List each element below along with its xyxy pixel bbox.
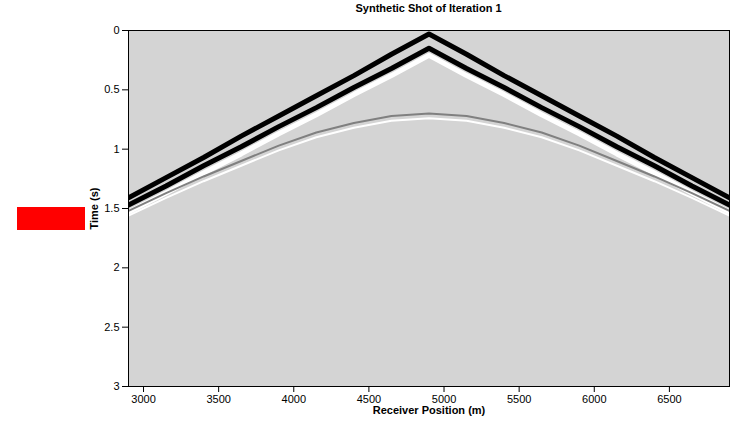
svg-text:3: 3 [113,380,119,392]
svg-text:3000: 3000 [131,393,155,405]
svg-text:1: 1 [113,143,119,155]
html-text:Synthetic Shot of Iteration 1: Synthetic Shot of Iteration 1 [355,2,502,14]
svg-text:2.5: 2.5 [104,321,119,333]
svg-text:4000: 4000 [282,393,306,405]
svg-text:0: 0 [113,24,119,36]
svg-text:1.5: 1.5 [104,202,119,214]
svg-text:0.5: 0.5 [104,83,119,95]
svg-text:6500: 6500 [657,393,681,405]
svg-text:5000: 5000 [431,393,457,406]
svg-text:Time (s): Time (s) [88,187,100,229]
svg-text:3500: 3500 [206,393,230,405]
svg-text:6000: 6000 [582,393,606,405]
svg-text:2: 2 [113,261,119,273]
svg-text:4500: 4500 [356,393,382,406]
svg-text:5500: 5500 [507,393,531,405]
svg-text:Receiver Position (m): Receiver Position (m) [373,404,486,416]
